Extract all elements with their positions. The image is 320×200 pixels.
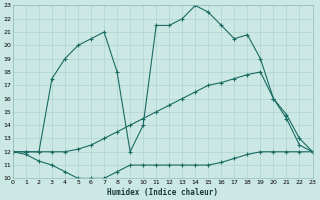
X-axis label: Humidex (Indice chaleur): Humidex (Indice chaleur): [107, 188, 218, 197]
